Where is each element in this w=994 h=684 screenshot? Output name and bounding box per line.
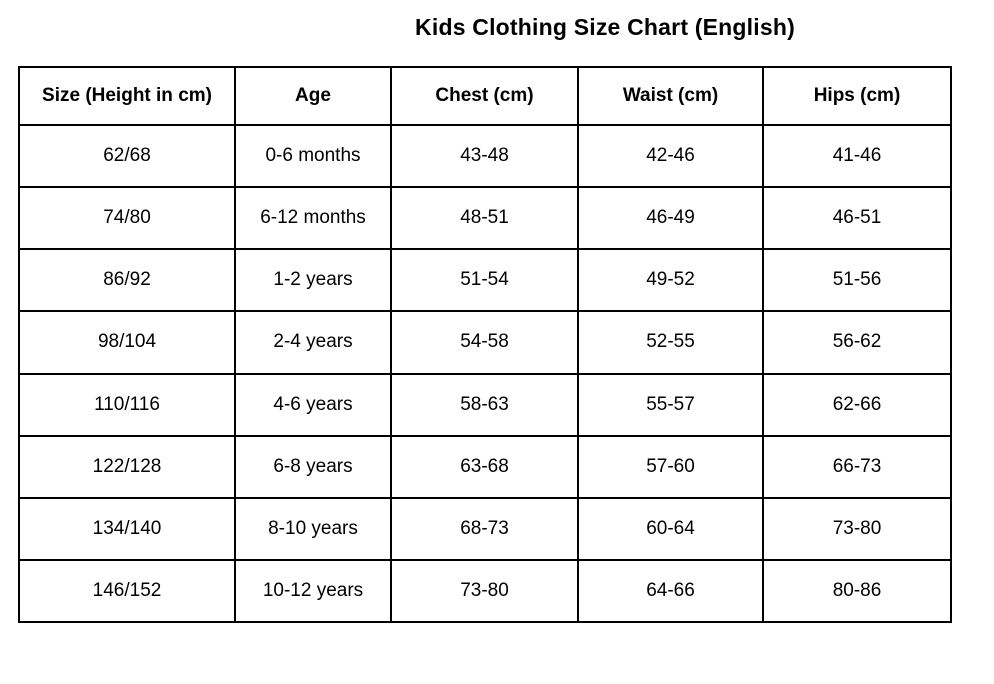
table-cell: 54-58: [390, 310, 579, 375]
table-cell: 122/128: [18, 434, 236, 499]
table-cell: 8-10 years: [234, 496, 392, 561]
table-row: 98/104 2-4 years 54-58 52-55 56-62: [18, 310, 952, 375]
table-cell: 73-80: [762, 496, 952, 561]
table-cell: 134/140: [18, 496, 236, 561]
table-cell: 49-52: [577, 248, 764, 313]
table-cell: 0-6 months: [234, 123, 392, 189]
table-cell: 6-12 months: [234, 186, 392, 251]
column-header: Hips (cm): [762, 66, 952, 126]
table-cell: 74/80: [18, 186, 236, 251]
table-cell: 1-2 years: [234, 248, 392, 313]
table-cell: 146/152: [18, 558, 236, 624]
table-row: 86/92 1-2 years 51-54 49-52 51-56: [18, 248, 952, 313]
table-cell: 86/92: [18, 248, 236, 313]
column-header: Size (Height in cm): [18, 66, 236, 126]
table-cell: 110/116: [18, 372, 236, 437]
table-cell: 56-62: [762, 310, 952, 375]
table-cell: 57-60: [577, 434, 764, 499]
table-cell: 64-66: [577, 558, 764, 624]
table-cell: 4-6 years: [234, 372, 392, 437]
table-cell: 51-56: [762, 248, 952, 313]
table-cell: 6-8 years: [234, 434, 392, 499]
table-row: 62/68 0-6 months 43-48 42-46 41-46: [18, 123, 952, 189]
table-cell: 42-46: [577, 123, 764, 189]
table-cell: 46-51: [762, 186, 952, 251]
table-cell: 51-54: [390, 248, 579, 313]
table-cell: 80-86: [762, 558, 952, 624]
size-chart-table: Size (Height in cm) Age Chest (cm) Waist (c…: [18, 66, 952, 624]
table-cell: 66-73: [762, 434, 952, 499]
table-cell: 55-57: [577, 372, 764, 437]
table-cell: 60-64: [577, 496, 764, 561]
column-header: Waist (cm): [577, 66, 764, 126]
page-title: Kids Clothing Size Chart (English): [415, 14, 795, 40]
table-cell: 62/68: [18, 123, 236, 189]
table-cell: 52-55: [577, 310, 764, 375]
table-row: 74/80 6-12 months 48-51 46-49 46-51: [18, 186, 952, 251]
header-row: Size (Height in cm) Age Chest (cm) Waist (c…: [18, 66, 952, 126]
table-cell: 41-46: [762, 123, 952, 189]
table-cell: 43-48: [390, 123, 579, 189]
table-body: 62/68 0-6 months 43-48 42-46 41-46 74/80 6-12 …: [18, 123, 952, 624]
column-header: Chest (cm): [390, 66, 579, 126]
table-cell: 68-73: [390, 496, 579, 561]
table-row: 122/128 6-8 years 63-68 57-60 66-73: [18, 434, 952, 499]
table-row: 134/140 8-10 years 68-73 60-64 73-80: [18, 496, 952, 561]
table-cell: 58-63: [390, 372, 579, 437]
column-header: Age: [234, 66, 392, 126]
table-cell: 46-49: [577, 186, 764, 251]
table-row: 110/116 4-6 years 58-63 55-57 62-66: [18, 372, 952, 437]
table-cell: 63-68: [390, 434, 579, 499]
table-cell: 73-80: [390, 558, 579, 624]
table-row: 146/152 10-12 years 73-80 64-66 80-86: [18, 558, 952, 624]
table-cell: 48-51: [390, 186, 579, 251]
table-cell: 62-66: [762, 372, 952, 437]
table-cell: 98/104: [18, 310, 236, 375]
table-cell: 2-4 years: [234, 310, 392, 375]
table-cell: 10-12 years: [234, 558, 392, 624]
